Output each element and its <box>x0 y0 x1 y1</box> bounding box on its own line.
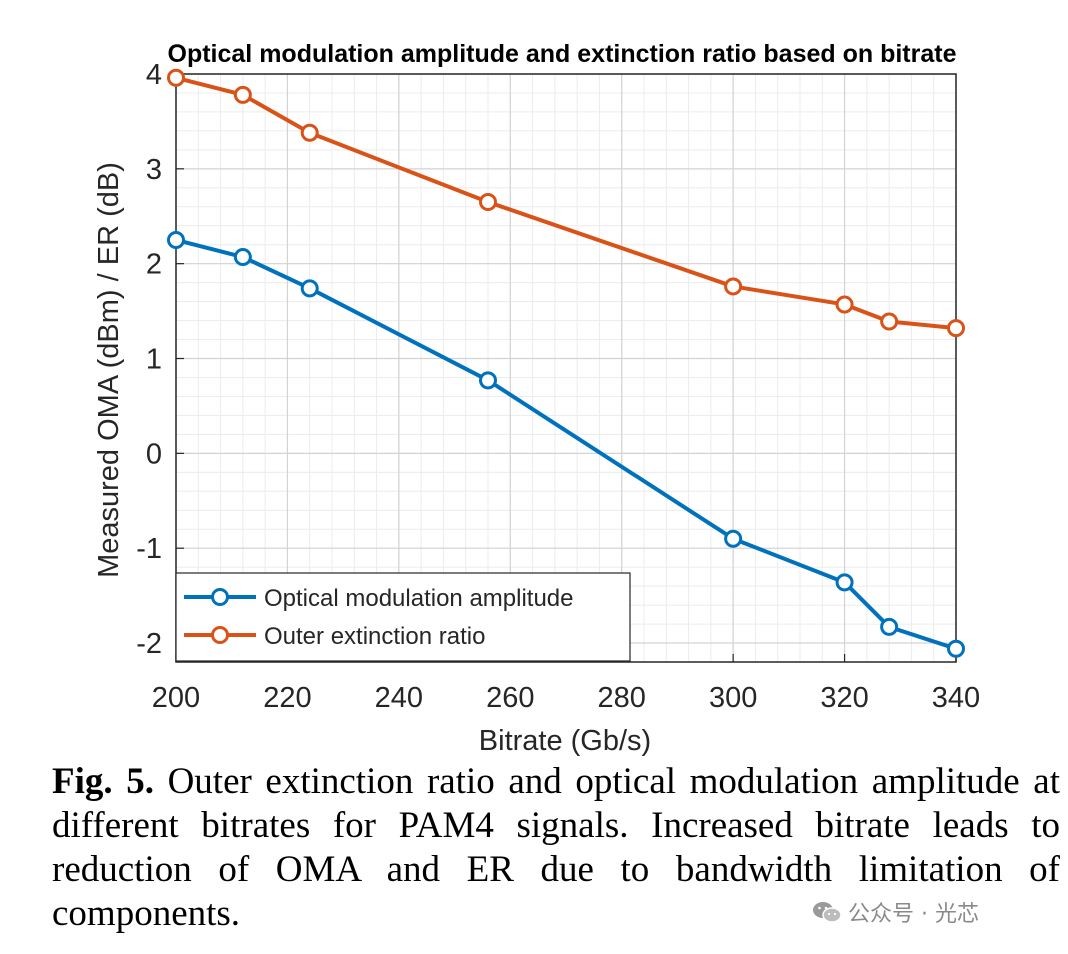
plot-area <box>175 73 957 663</box>
y-tick-label: 0 <box>146 438 162 470</box>
y-axis-label: Measured OMA (dBm) / ER (dB) <box>93 162 125 578</box>
data-point-outer-extinction-ratio <box>724 277 743 296</box>
x-tick-label: 220 <box>263 682 311 714</box>
data-point-optical-modulation-amplitude <box>880 617 899 636</box>
x-tick-label: 320 <box>820 682 868 714</box>
data-point-optical-modulation-amplitude <box>233 248 252 267</box>
legend-swatch-marker <box>211 626 229 644</box>
data-point-optical-modulation-amplitude <box>947 639 965 658</box>
watermark: 公众号 · 光芯 <box>812 896 979 928</box>
y-tick-label: 4 <box>146 59 162 91</box>
x-tick-label: 260 <box>486 682 534 714</box>
y-tick-label: -1 <box>136 533 162 565</box>
data-point-optical-modulation-amplitude <box>479 371 497 390</box>
y-tick-label: 3 <box>146 154 162 186</box>
y-axis-ticks: -2 -1 0 1 2 3 4 <box>136 59 184 660</box>
caption-text: Outer extinction ratio and optical modul… <box>52 761 1060 934</box>
x-tick-label: 200 <box>152 682 200 714</box>
x-tick-label: 340 <box>932 682 980 714</box>
series-group <box>167 68 965 658</box>
legend-entry-label: Outer extinction ratio <box>264 623 485 650</box>
x-tick-label: 280 <box>598 682 646 714</box>
line-chart: Optical modulation amplitude and extinct… <box>93 40 980 757</box>
legend-entry-label: Optical modulation amplitude <box>264 585 574 612</box>
chart-title: Optical modulation amplitude and extinct… <box>168 40 957 68</box>
data-point-outer-extinction-ratio <box>300 123 319 142</box>
data-point-outer-extinction-ratio <box>880 312 899 331</box>
y-tick-label: -2 <box>136 628 162 660</box>
legend: Optical modulation amplitude Outer extinc… <box>175 572 631 662</box>
figure-caption: Fig. 5. Outer extinction ratio and optic… <box>52 760 1060 936</box>
y-tick-label: 1 <box>146 344 162 376</box>
data-point-optical-modulation-amplitude <box>167 230 185 249</box>
legend-swatch-marker <box>211 588 229 606</box>
data-point-outer-extinction-ratio <box>947 319 965 338</box>
x-axis-label: Bitrate (Gb/s) <box>479 725 651 757</box>
series-line-outer-extinction-ratio <box>175 75 957 331</box>
y-tick-label: 2 <box>146 249 162 281</box>
data-point-outer-extinction-ratio <box>835 295 854 314</box>
x-axis-ticks: 200 220 240 260 280 300 320 340 <box>152 654 980 714</box>
data-point-outer-extinction-ratio <box>167 68 185 87</box>
data-point-optical-modulation-amplitude <box>835 573 854 592</box>
data-point-outer-extinction-ratio <box>233 85 252 104</box>
figure-number: Fig. 5. <box>52 761 154 802</box>
data-point-optical-modulation-amplitude <box>300 279 319 298</box>
watermark-text: 公众号 · 光芯 <box>848 902 979 927</box>
data-point-outer-extinction-ratio <box>479 193 497 212</box>
series-line-optical-modulation-amplitude <box>175 238 957 651</box>
x-tick-label: 240 <box>375 682 423 714</box>
wechat-icon <box>813 902 842 923</box>
legend-box <box>175 572 631 662</box>
grid-lines <box>175 73 957 663</box>
x-tick-label: 300 <box>709 682 757 714</box>
data-point-optical-modulation-amplitude <box>724 529 743 548</box>
